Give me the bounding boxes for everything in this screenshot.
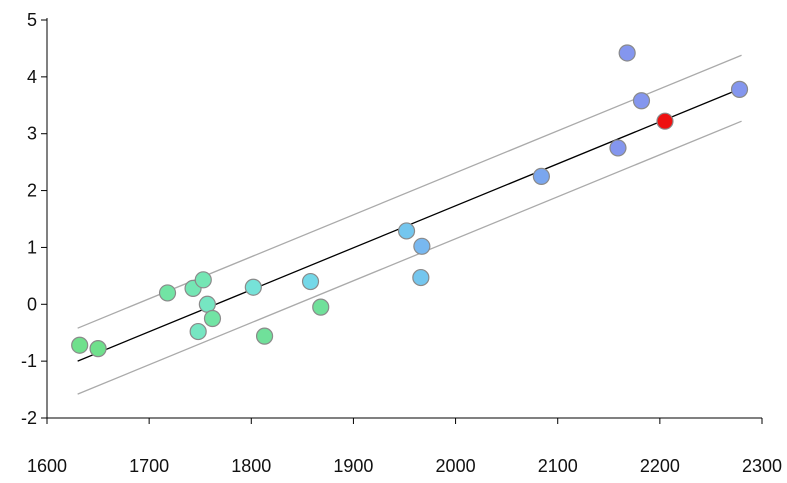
data-points xyxy=(71,44,749,358)
data-point xyxy=(312,298,330,316)
x-tick-label: 2300 xyxy=(742,456,782,476)
y-tick-label: 3 xyxy=(27,124,37,144)
y-tick-label: 5 xyxy=(27,10,37,30)
data-point xyxy=(198,295,216,313)
y-tick-label: -2 xyxy=(21,408,37,428)
y-tick-label: 0 xyxy=(27,294,37,314)
data-point xyxy=(158,284,177,302)
data-point xyxy=(194,271,212,289)
data-point xyxy=(189,322,207,341)
data-point xyxy=(255,327,274,345)
data-point xyxy=(244,278,262,296)
y-tick-label: 4 xyxy=(27,67,37,87)
y-tick-label: 2 xyxy=(27,181,37,201)
data-point xyxy=(412,268,430,287)
lower-band-line xyxy=(77,120,742,395)
x-tick-label: 2100 xyxy=(538,456,578,476)
data-point xyxy=(71,336,89,354)
data-point xyxy=(618,44,636,62)
data-point xyxy=(203,309,222,328)
data-point xyxy=(632,92,651,110)
x-tick-label: 1900 xyxy=(333,456,373,476)
y-tick-label: 1 xyxy=(27,237,37,257)
data-point xyxy=(656,112,674,130)
x-tick-label: 2000 xyxy=(436,456,476,476)
data-point xyxy=(301,272,320,291)
data-point xyxy=(397,222,416,240)
x-tick-label: 1600 xyxy=(27,456,67,476)
x-tick-label: 1800 xyxy=(231,456,271,476)
data-point xyxy=(609,139,627,157)
x-tick-label: 1700 xyxy=(129,456,169,476)
x-tick-label: 2200 xyxy=(640,456,680,476)
y-tick-label: -1 xyxy=(21,351,37,371)
data-point xyxy=(730,80,749,98)
data-point xyxy=(532,167,550,185)
data-point xyxy=(89,340,107,358)
axes: -2 -1 0 1 2 3 4 5 1600 1700 1800 1900 2000 2100 2200 23… xyxy=(21,10,782,476)
data-point xyxy=(413,237,431,255)
